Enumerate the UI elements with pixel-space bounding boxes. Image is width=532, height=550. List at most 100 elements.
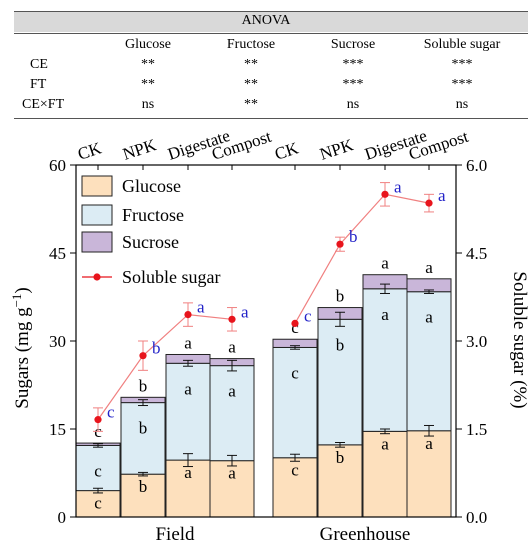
legend-label: Fructose <box>122 205 184 225</box>
letter-sucrose: a <box>184 333 192 352</box>
tick-label-category: CK <box>75 138 104 164</box>
anova-col-glucose: Glucose <box>125 37 171 52</box>
tick-label-right: 1.5 <box>466 420 487 439</box>
point-soluble-sugar <box>381 190 389 198</box>
letter-glucose: b <box>336 448 345 467</box>
bar-glucose <box>120 473 166 518</box>
tick-label-left: 0 <box>58 508 67 527</box>
letter-sucrose: a <box>228 338 236 357</box>
anova-cell: ** <box>244 97 258 112</box>
anova-cell: ** <box>141 57 155 72</box>
bar-fructose <box>272 346 318 459</box>
group-label-greenhouse: Greenhouse <box>320 524 411 545</box>
point-soluble-sugar <box>184 311 192 319</box>
bar-glucose <box>272 457 318 518</box>
tick-label-right: 6.0 <box>466 156 487 175</box>
tick-label-left: 45 <box>49 244 66 263</box>
letter-sucrose: b <box>139 376 148 395</box>
tick-label-category: NPK <box>120 135 159 164</box>
legend-label: Sucrose <box>122 232 179 252</box>
letter-soluble-sugar: b <box>152 339 161 358</box>
anova-cell: ** <box>244 57 258 72</box>
bar-glucose <box>362 430 408 518</box>
point-soluble-sugar <box>291 319 299 327</box>
bar-fructose <box>120 402 166 475</box>
y-axis-title-right: Soluble sugar (%) <box>509 271 530 408</box>
letter-glucose: a <box>184 463 192 482</box>
letter-glucose: c <box>291 461 299 480</box>
legend-swatch <box>81 204 113 226</box>
anova-col-sucrose: Sucrose <box>330 37 376 52</box>
legend-label: Soluble sugar <box>122 267 221 287</box>
anova-cell: *** <box>451 57 473 72</box>
letter-soluble-sugar: c <box>304 306 312 325</box>
anova-cell: *** <box>342 57 364 72</box>
tick-label-right: 0.0 <box>466 508 487 527</box>
tick-label-category: NPK <box>317 135 356 164</box>
soluble-sugar-line-layer: cba a cba a <box>93 177 446 432</box>
point-soluble-sugar <box>228 315 236 323</box>
letter-fructose: a <box>184 379 192 398</box>
legend: Glucose Fructose Sucrose Soluble sugar <box>81 175 221 287</box>
bar-fructose <box>209 365 255 462</box>
point-soluble-sugar <box>425 199 433 207</box>
letter-fructose: b <box>336 335 345 354</box>
legend-label: Glucose <box>122 176 181 196</box>
point-soluble-sugar <box>139 352 147 360</box>
anova-cell: ns <box>455 97 469 112</box>
legend-swatch <box>81 175 113 197</box>
anova-cell: *** <box>342 77 364 92</box>
anova-cell: ** <box>244 77 258 92</box>
tick-label-left: 30 <box>49 332 66 351</box>
tick-label-right: 4.5 <box>466 244 487 263</box>
letter-fructose: a <box>425 308 433 327</box>
anova-col-soluble-sugar: Soluble sugar <box>423 37 501 52</box>
bar-fructose <box>362 288 408 432</box>
tick-label-right: 3.0 <box>466 332 487 351</box>
letter-fructose: c <box>291 363 299 382</box>
letter-glucose: b <box>139 477 148 496</box>
letter-soluble-sugar: a <box>241 302 249 321</box>
anova-table: ANOVA Glucose Fructose Sucrose Soluble s… <box>0 0 532 122</box>
anova-cell: ns <box>141 97 155 112</box>
letter-soluble-sugar: a <box>438 186 446 205</box>
letter-soluble-sugar: b <box>349 227 358 246</box>
tick-label-left: 15 <box>49 420 66 439</box>
anova-bottom-rule <box>14 118 528 119</box>
letter-fructose: a <box>228 382 236 401</box>
letter-soluble-sugar: a <box>197 298 205 317</box>
y-axis-title-left: Sugars (mg g−1) <box>9 287 33 409</box>
group-label-field: Field <box>155 524 195 545</box>
anova-cell: ns <box>346 97 360 112</box>
anova-cell: *** <box>451 77 473 92</box>
letter-sucrose: c <box>291 318 299 337</box>
tick-label-category: CK <box>272 138 301 164</box>
letter-glucose: a <box>228 464 236 483</box>
anova-title: ANOVA <box>241 13 291 28</box>
bars-layer: cccbbbaaaaaacccbbbaaaaaa <box>75 254 452 518</box>
anova-cell: ** <box>141 77 155 92</box>
letter-fructose: a <box>381 305 389 324</box>
anova-top-rule <box>14 11 528 12</box>
bar-fructose <box>165 362 211 461</box>
letter-sucrose: a <box>425 258 433 277</box>
letter-fructose: c <box>94 461 102 480</box>
anova-title-band <box>14 12 528 32</box>
letter-sucrose: a <box>381 254 389 273</box>
tick-label-left: 60 <box>49 156 66 175</box>
anova-row-label-cexft: CE×FT <box>22 97 65 112</box>
anova-col-fructose: Fructose <box>226 37 276 52</box>
legend-line-marker <box>93 273 101 281</box>
letter-fructose: b <box>139 419 148 438</box>
anova-title-rule <box>14 33 528 34</box>
letter-soluble-sugar: c <box>107 403 115 422</box>
letter-soluble-sugar: a <box>394 177 402 196</box>
bar-glucose <box>75 490 121 518</box>
letter-glucose: a <box>425 434 433 453</box>
anova-row-label-ft: FT <box>30 77 47 92</box>
point-soluble-sugar <box>94 416 102 424</box>
point-soluble-sugar <box>336 240 344 248</box>
letter-glucose: c <box>94 494 102 513</box>
